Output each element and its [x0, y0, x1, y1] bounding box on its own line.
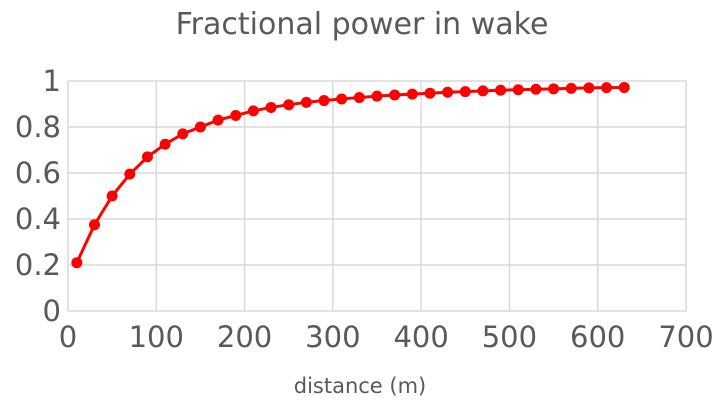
data-point	[71, 257, 83, 269]
y-tick-label: 1	[43, 64, 61, 98]
y-axis-tick-labels: 0 0.2 0.4 0.6 0.8 1	[15, 64, 61, 328]
data-point	[212, 114, 224, 126]
chart-title: Fractional power in wake	[176, 7, 549, 42]
data-point	[389, 89, 401, 101]
data-point	[442, 86, 454, 98]
x-tick-label: 0	[59, 320, 77, 354]
y-tick-label: 0	[43, 294, 61, 328]
x-axis-label: distance (m)	[294, 374, 427, 398]
data-point	[247, 105, 259, 117]
series-line	[75, 85, 625, 264]
y-tick-label: 0.6	[15, 156, 61, 190]
x-axis-tick-labels: 0 100 200 300 400 500 600 700	[59, 320, 714, 354]
data-point	[300, 96, 312, 108]
data-point	[159, 138, 171, 150]
data-point	[371, 90, 383, 102]
x-tick-label: 400	[393, 320, 448, 354]
data-point	[495, 84, 507, 96]
data-point	[618, 81, 630, 93]
x-tick-label: 600	[570, 320, 625, 354]
data-point	[601, 82, 613, 94]
y-tick-label: 0.2	[15, 248, 61, 282]
data-point	[548, 83, 560, 95]
x-tick-label: 100	[129, 320, 184, 354]
x-tick-label: 200	[217, 320, 272, 354]
data-point	[88, 219, 100, 231]
y-tick-label: 0.4	[15, 202, 61, 236]
horizontal-gridlines	[68, 80, 686, 312]
data-point	[530, 83, 542, 95]
x-tick-label: 500	[482, 320, 537, 354]
data-point	[565, 82, 577, 94]
data-point	[406, 88, 418, 100]
data-point	[353, 92, 365, 104]
data-point	[512, 84, 524, 96]
data-point	[177, 128, 189, 140]
vertical-gridlines	[67, 81, 687, 311]
data-point	[141, 151, 153, 163]
data-point	[459, 86, 471, 98]
data-point	[106, 190, 118, 202]
x-tick-label: 300	[305, 320, 360, 354]
data-point	[124, 168, 136, 180]
data-point	[194, 121, 206, 133]
data-point	[336, 93, 348, 105]
data-point	[318, 95, 330, 107]
data-point	[283, 99, 295, 111]
y-tick-label: 0.8	[15, 110, 61, 144]
data-point	[265, 101, 277, 113]
series-group	[71, 81, 630, 269]
data-point	[230, 110, 242, 121]
x-tick-label: 700	[658, 320, 713, 354]
data-point	[583, 82, 595, 94]
data-point	[477, 85, 489, 97]
data-point	[424, 87, 436, 99]
